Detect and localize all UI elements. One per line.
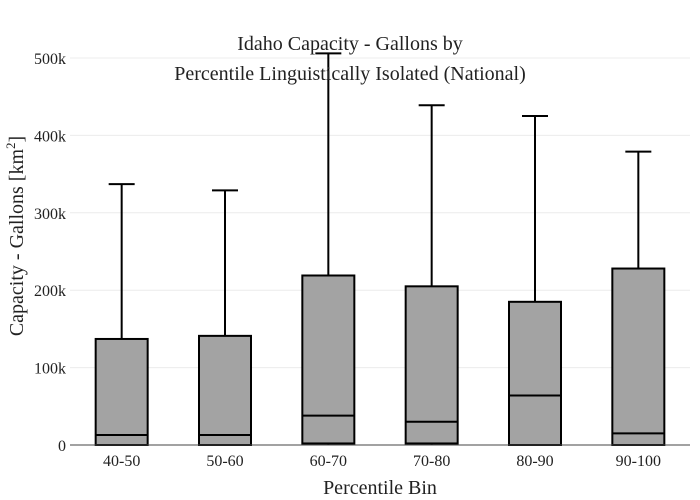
x-tick-label: 90-100 <box>616 453 661 470</box>
y-tick-label: 100k <box>34 361 66 378</box>
y-tick-label: 400k <box>34 128 66 145</box>
interquartile-box <box>301 274 356 445</box>
chart-title-line-2: Percentile Linguistically Isolated (Nati… <box>174 63 526 85</box>
interquartile-box <box>94 337 149 447</box>
box-50-60 <box>198 189 252 446</box>
x-tick-label: 80-90 <box>516 453 553 470</box>
interquartile-box <box>508 300 562 446</box>
x-tick-label: 60-70 <box>310 453 347 470</box>
box-70-80 <box>404 104 459 445</box>
interquartile-box <box>404 285 459 445</box>
box-90-100 <box>611 150 666 447</box>
y-axis-label-superscript: 2 <box>3 142 18 149</box>
box-60-70 <box>301 52 356 445</box>
y-tick-label: 0 <box>58 438 66 455</box>
y-axis-label-end: ] <box>6 136 28 143</box>
y-tick-label: 200k <box>34 283 66 300</box>
x-tick-label: 50-60 <box>206 453 243 470</box>
x-tick-label: 40-50 <box>103 453 140 470</box>
interquartile-box <box>611 267 666 447</box>
box-80-90 <box>508 115 562 446</box>
x-tick-label: 70-80 <box>413 453 450 470</box>
x-axis-ticks: 40-50 50-60 60-70 70-80 80-90 90-100 <box>103 453 661 470</box>
interquartile-box <box>198 334 252 446</box>
y-axis-label: Capacity - Gallons [km2] <box>3 136 28 336</box>
chart-title-line-1: Idaho Capacity - Gallons by <box>237 33 463 55</box>
box-series <box>94 52 666 447</box>
y-tick-label: 300k <box>34 206 66 223</box>
y-axis-ticks: 0 100k 200k 300k 400k 500k <box>34 51 66 455</box>
y-tick-label: 500k <box>34 51 66 68</box>
y-axis-label-main: Capacity - Gallons [km <box>6 149 28 337</box>
box-40-50 <box>94 183 149 447</box>
x-axis-label: Percentile Bin <box>323 477 437 499</box>
grid-lines <box>70 57 690 369</box>
